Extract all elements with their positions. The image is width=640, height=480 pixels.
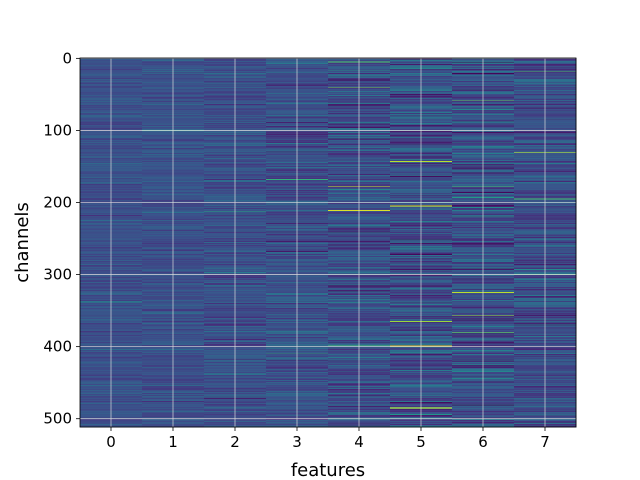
heatmap-cells	[80, 58, 577, 428]
x-axis-ticks: 0 1 2 3 4 5 6 7	[106, 427, 550, 451]
heatmap-plot-area	[79, 57, 577, 428]
x-tick-label: 7	[540, 433, 550, 451]
y-axis-label: channels	[12, 202, 33, 283]
y-tick-label: 500	[43, 410, 72, 428]
y-tick-label: 300	[43, 266, 72, 284]
y-tick-label: 100	[43, 121, 72, 139]
y-tick-label: 200	[43, 194, 72, 212]
y-tick-label: 0	[62, 49, 72, 67]
x-tick-label: 1	[168, 433, 178, 451]
x-tick-label: 6	[478, 433, 488, 451]
x-tick-label: 2	[230, 433, 240, 451]
x-tick-label: 5	[416, 433, 426, 451]
x-tick-label: 0	[106, 433, 116, 451]
grid-lines	[80, 57, 576, 427]
axes-frame	[79, 57, 577, 428]
x-tick-label: 4	[354, 433, 364, 451]
y-axis-ticks: 0 100 200 300 400 500	[43, 49, 80, 428]
y-tick-label: 400	[43, 338, 72, 356]
x-tick-label: 3	[292, 433, 302, 451]
x-axis-label: features	[291, 460, 365, 480]
